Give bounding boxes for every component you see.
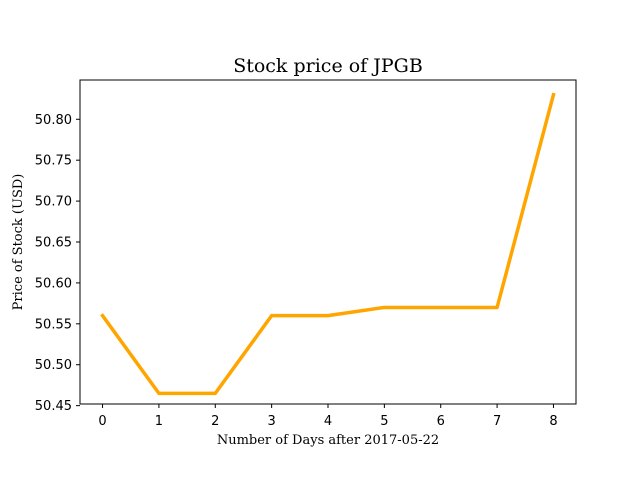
x-axis-ticks: 0 1 2 3 4 5 6 7 8	[98, 404, 558, 429]
y-tick-label: 50.45	[35, 399, 72, 414]
x-tick-label: 0	[98, 414, 106, 429]
plot-area-frame	[79, 79, 577, 405]
y-tick-label: 50.50	[35, 358, 72, 373]
y-tick-label: 50.65	[35, 236, 72, 251]
x-tick-label: 8	[549, 414, 557, 429]
y-tick-label: 50.70	[35, 195, 72, 210]
x-axis-label: Number of Days after 2017-05-22	[217, 433, 439, 448]
y-tick-label: 50.80	[35, 113, 72, 128]
x-tick-label: 5	[380, 414, 388, 429]
y-axis-ticks: 50.45 50.50 50.55 50.60 50.65 50.70 50.75 50.80	[35, 113, 80, 414]
x-tick-label: 4	[324, 414, 332, 429]
x-tick-label: 1	[155, 414, 163, 429]
y-tick-label: 50.75	[35, 154, 72, 169]
y-tick-label: 50.55	[35, 317, 72, 332]
x-tick-label: 7	[493, 414, 501, 429]
x-tick-label: 2	[211, 414, 219, 429]
x-tick-label: 3	[267, 414, 275, 429]
series-layer	[100, 92, 556, 396]
y-tick-label: 50.60	[35, 276, 72, 291]
x-tick-label: 6	[437, 414, 445, 429]
series-line-0	[100, 92, 556, 396]
chart-title: Stock price of JPGB	[233, 55, 423, 77]
y-axis-label: Price of Stock (USD)	[11, 174, 26, 311]
